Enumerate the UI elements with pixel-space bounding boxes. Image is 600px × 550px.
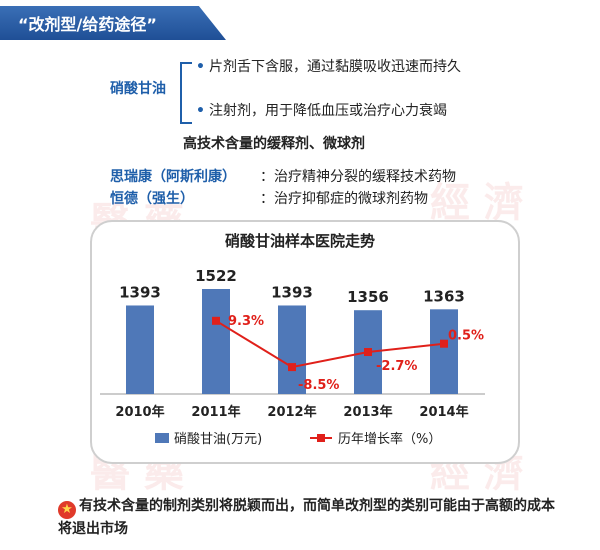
bullet-icon: • (196, 59, 205, 75)
x-tick-label: 2010年 (115, 404, 164, 420)
bar (202, 289, 230, 394)
product-row: 恒德（强生） ：治疗抑郁症的微球剂药物 (110, 188, 428, 208)
legend-bar-label: 硝酸甘油(万元) (174, 432, 262, 447)
bar-value-label: 1356 (347, 288, 389, 306)
growth-label: -2.7% (376, 359, 417, 374)
chart-title: 硝酸甘油样本医院走势 (224, 232, 375, 250)
drug-name: 硝酸甘油 (110, 81, 166, 97)
growth-label: -8.5% (298, 378, 339, 393)
section-banner: “改剂型/给药途径” (0, 6, 226, 40)
product-colon: ： (260, 191, 274, 207)
bullet-text: 片剂舌下含服，通过黏膜吸收迅速而持久 (208, 59, 461, 75)
x-tick-label: 2014年 (419, 404, 468, 420)
x-tick-label: 2013年 (343, 404, 392, 420)
legend-line-marker (317, 434, 325, 442)
bar-value-label: 1363 (423, 287, 465, 305)
product-colon: ： (260, 169, 274, 185)
star-icon: ★ (58, 501, 76, 519)
product-name: 思瑞康（阿斯利康） (110, 169, 236, 185)
bar-value-label: 1393 (271, 283, 313, 301)
x-tick-label: 2011年 (191, 404, 240, 420)
growth-label: 0.5% (448, 329, 484, 344)
bar (430, 309, 458, 394)
bullet-icon: • (196, 103, 205, 119)
growth-point (440, 339, 448, 348)
growth-point (364, 348, 372, 357)
growth-point (212, 316, 220, 325)
bullet-item: • 片剂舌下含服，通过黏膜吸收迅速而持久 (196, 56, 461, 76)
x-tick-label: 2012年 (267, 404, 316, 420)
product-row: 思瑞康（阿斯利康） ：治疗精神分裂的缓释技术药物 (110, 166, 456, 186)
bullet-text: 注射剂，用于降低血压或治疗心力衰竭 (208, 103, 447, 119)
footer-note: ★ 有技术含量的制剂类别将脱颖而出，而简单改剂型的类别可能由于高额的成本将退出市场 (58, 496, 558, 539)
footer-text: 有技术含量的制剂类别将脱颖而出，而简单改剂型的类别可能由于高额的成本将退出市场 (58, 498, 555, 537)
growth-line (215, 319, 445, 369)
product-desc: 治疗抑郁症的微球剂药物 (274, 191, 428, 207)
product-desc: 治疗精神分裂的缓释技术药物 (274, 169, 456, 185)
high-tech-note: 高技术含量的缓释剂、微球剂 (183, 136, 365, 152)
banner-title: “改剂型/给药途径” (18, 15, 157, 34)
bar (278, 305, 306, 394)
legend-line-label: 历年增长率（%） (338, 431, 441, 447)
product-name: 恒德（强生） (110, 191, 194, 207)
bar (126, 305, 154, 394)
bracket-divider (180, 62, 192, 124)
bar-value-label: 1522 (195, 267, 237, 285)
legend-bar-swatch (155, 433, 169, 443)
growth-point (288, 363, 296, 372)
growth-label: 9.3% (228, 314, 264, 329)
bullet-item: • 注射剂，用于降低血压或治疗心力衰竭 (196, 100, 447, 120)
bar-value-label: 1393 (119, 283, 161, 301)
